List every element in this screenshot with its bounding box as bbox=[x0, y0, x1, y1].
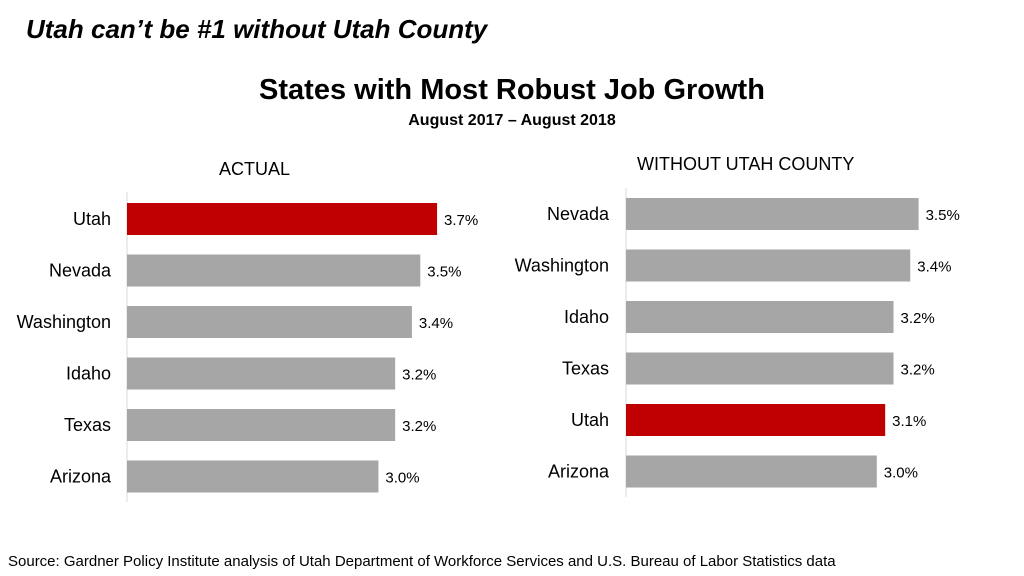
data-label: 3.2% bbox=[402, 418, 436, 435]
bar-actual-nevada bbox=[127, 254, 421, 287]
data-label: 3.2% bbox=[402, 367, 436, 384]
category-label: Texas bbox=[562, 359, 609, 379]
bar-without-utah-county-washington bbox=[626, 249, 911, 282]
data-label: 3.4% bbox=[917, 259, 951, 276]
data-label: 3.5% bbox=[926, 207, 960, 224]
category-label: Arizona bbox=[548, 462, 610, 482]
source-note: Source: Gardner Policy Institute analysi… bbox=[8, 553, 836, 570]
category-label: Nevada bbox=[547, 204, 610, 224]
category-label: Washington bbox=[17, 312, 111, 332]
chart-subtitle: August 2017 – August 2018 bbox=[408, 112, 616, 129]
panel-label-without-utah-county: WITHOUT UTAH COUNTY bbox=[637, 154, 855, 174]
category-label: Idaho bbox=[564, 307, 609, 327]
category-label: Nevada bbox=[49, 261, 112, 281]
bar-without-utah-county-utah bbox=[626, 404, 886, 436]
data-label: 3.7% bbox=[444, 212, 478, 229]
bar-without-utah-county-nevada bbox=[626, 198, 919, 230]
bar-actual-texas bbox=[127, 409, 396, 441]
bar-actual-washington bbox=[127, 306, 412, 338]
category-label: Arizona bbox=[50, 467, 112, 487]
bar-actual-utah bbox=[127, 203, 438, 235]
data-label: 3.2% bbox=[901, 310, 935, 327]
data-label: 3.1% bbox=[892, 413, 926, 430]
bar-actual-idaho bbox=[127, 357, 396, 390]
data-label: 3.5% bbox=[427, 264, 461, 281]
category-label: Utah bbox=[571, 410, 609, 430]
data-label: 3.0% bbox=[884, 465, 918, 482]
category-label: Washington bbox=[515, 256, 609, 276]
category-label: Idaho bbox=[66, 364, 111, 384]
category-label: Utah bbox=[73, 209, 111, 229]
panel-label-actual: ACTUAL bbox=[219, 159, 291, 179]
data-label: 3.4% bbox=[419, 315, 453, 332]
bar-without-utah-county-texas bbox=[626, 352, 894, 385]
chart-title: States with Most Robust Job Growth bbox=[259, 74, 765, 106]
category-label: Texas bbox=[64, 415, 111, 435]
bar-without-utah-county-arizona bbox=[626, 455, 877, 488]
data-label: 3.0% bbox=[385, 470, 419, 487]
bar-actual-arizona bbox=[127, 460, 379, 493]
data-label: 3.2% bbox=[901, 362, 935, 379]
bar-without-utah-county-idaho bbox=[626, 301, 894, 333]
headline: Utah can’t be #1 without Utah County bbox=[26, 14, 488, 44]
